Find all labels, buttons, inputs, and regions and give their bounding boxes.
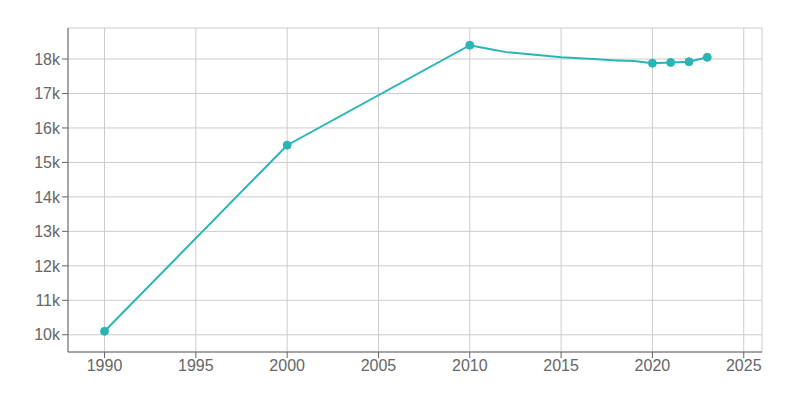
svg-text:11k: 11k	[35, 292, 61, 309]
svg-text:17k: 17k	[34, 85, 61, 102]
svg-text:1990: 1990	[87, 357, 123, 374]
svg-text:13k: 13k	[34, 223, 61, 240]
svg-text:10k: 10k	[34, 326, 61, 343]
svg-text:2025: 2025	[726, 357, 762, 374]
svg-text:16k: 16k	[34, 120, 61, 137]
svg-text:2005: 2005	[361, 357, 397, 374]
svg-text:2000: 2000	[269, 357, 305, 374]
svg-text:2020: 2020	[635, 357, 671, 374]
svg-text:14k: 14k	[34, 189, 61, 206]
svg-text:2010: 2010	[452, 357, 488, 374]
svg-text:18k: 18k	[34, 51, 61, 68]
svg-text:15k: 15k	[34, 154, 61, 171]
svg-text:2015: 2015	[543, 357, 579, 374]
svg-text:1995: 1995	[178, 357, 214, 374]
svg-text:12k: 12k	[34, 258, 61, 275]
